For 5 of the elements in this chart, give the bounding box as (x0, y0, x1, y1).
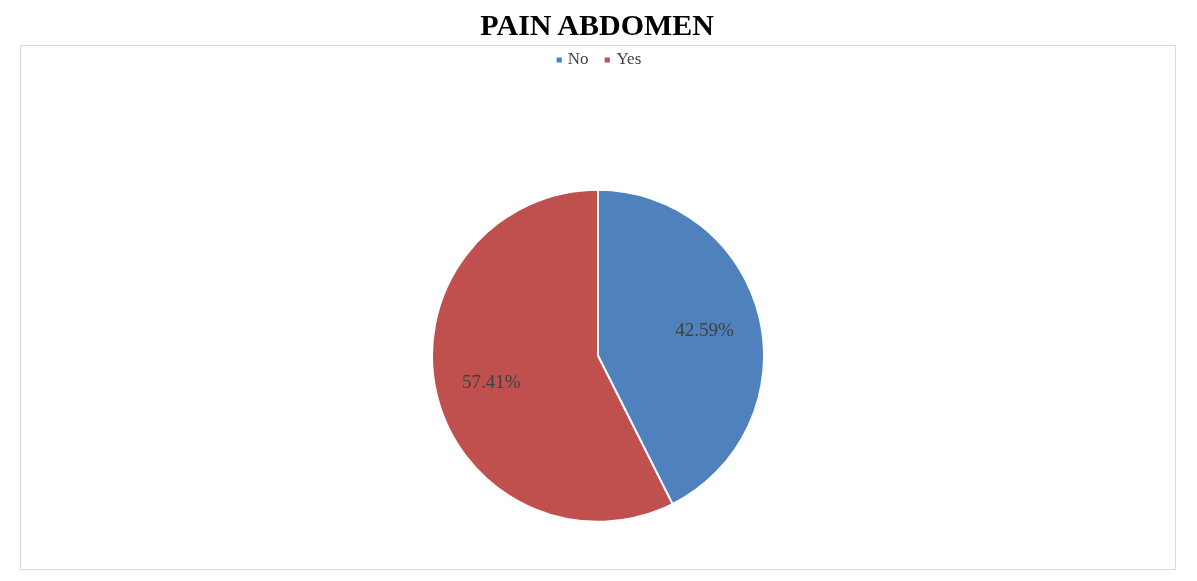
legend-label: No (567, 49, 589, 69)
legend-label: Yes (616, 49, 642, 69)
data-label: 42.59% (675, 319, 735, 341)
chart-title: PAIN ABDOMEN (480, 7, 715, 41)
data-label: 57.41% (462, 371, 521, 393)
